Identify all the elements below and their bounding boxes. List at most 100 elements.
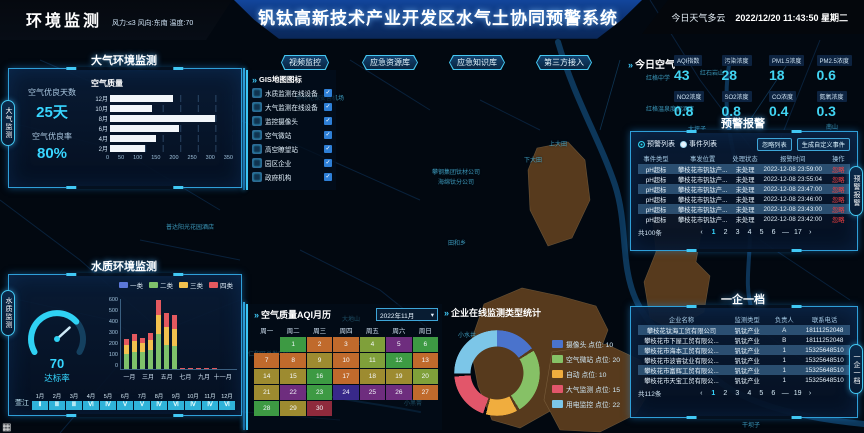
page-number[interactable]: 5 xyxy=(759,228,764,236)
page-number[interactable]: 1 xyxy=(711,228,716,236)
table-cell: 未处理 xyxy=(735,166,755,174)
enterprise-row[interactable]: 攀枝花市波睿钛业有限公... 钒钛产业 1 15325648510 xyxy=(638,355,850,365)
table-cell: 攀枝花市钒钛产... xyxy=(677,166,728,174)
page-number[interactable]: 1 xyxy=(711,389,716,397)
page-next[interactable]: › xyxy=(808,389,812,397)
enterprise-row[interactable]: 攀枝花市下屋工贸有限公... 钒钛产业 B 18111252048 xyxy=(638,335,850,345)
alarm-row[interactable]: pH超标 攀枝花市钒钛产... 未处理 2022-12-08 23:59:00 忽略 xyxy=(638,164,850,174)
page-number[interactable]: 5 xyxy=(759,389,764,397)
alarm-action-button[interactable]: 忽略列表 xyxy=(756,137,792,151)
header-weather-brief: 风力:≤3 风向:东南 温度:70 xyxy=(112,20,194,27)
page-number[interactable]: 17 xyxy=(794,228,802,236)
taskbar-icon[interactable]: ▦ xyxy=(2,422,12,433)
river-level-cell: Ⅲ xyxy=(66,401,82,410)
checkbox-checked-icon[interactable]: ✓ xyxy=(324,89,332,97)
bar-segment xyxy=(172,345,177,369)
gis-layer-item[interactable]: 政府机构 ✓ xyxy=(252,170,332,184)
enterprise-row[interactable]: 攀枝花市天宝工贸有限公... 钒钛产业 1 15325648510 xyxy=(638,375,850,385)
edge-tab-air-monitor[interactable]: 大气监测 xyxy=(1,100,15,146)
table-cell: 攀枝花市波睿钛业有限公... xyxy=(644,357,719,365)
enterprise-row[interactable]: 攀枝花市海本工贸有限公... 钒钛产业 1 15325648510 xyxy=(638,345,850,355)
calendar-day-cell: 19 xyxy=(386,369,412,384)
river-month-col: 11月 Ⅳ xyxy=(202,392,218,410)
today-air-title: » 今日空气 xyxy=(628,60,676,71)
page-number[interactable]: 6 xyxy=(771,389,776,397)
gis-layer-item[interactable]: 高空瞭望站 ✓ xyxy=(252,142,332,156)
map-button-2[interactable]: 应急资源库 xyxy=(362,55,418,70)
bar-segment xyxy=(164,327,169,345)
checkbox-checked-icon[interactable]: ✓ xyxy=(324,173,332,181)
edge-tab-water-monitor[interactable]: 水质监测 xyxy=(1,290,15,336)
alarm-row[interactable]: pH超标 攀枝花市钒钛产... 未处理 2022-12-08 23:43:00 忽略 xyxy=(638,204,850,214)
river-month-label: 1月 xyxy=(35,394,45,400)
alarm-row[interactable]: pH超标 攀枝花市钒钛产... 未处理 2022-12-08 23:46:00 忽略 xyxy=(638,194,850,204)
page-number[interactable]: — xyxy=(782,228,790,236)
edge-tab-alarm[interactable]: 预警报警 xyxy=(849,166,863,216)
donut-legend-item: 用电监控 点位: 22 xyxy=(552,396,620,411)
table-cell: 攀枝花市钒钛产... xyxy=(677,186,728,194)
page-number[interactable]: 19 xyxy=(793,389,802,397)
calendar-day-cell: 29 xyxy=(280,401,306,416)
page-prev[interactable]: ‹ xyxy=(700,228,703,236)
stacked-bar xyxy=(188,368,193,369)
alarm-tab-radio[interactable]: 事件列表 xyxy=(680,139,717,149)
enterprise-row[interactable]: 攀枝花市富辉工贸有限公... 钒钛产业 1 15325648510 xyxy=(638,365,850,375)
checkbox-checked-icon[interactable]: ✓ xyxy=(324,145,332,153)
page-number[interactable]: 4 xyxy=(747,228,752,236)
enterprise-row[interactable]: 攀枝花钛海工贸有限公司 钒钛产业 A 18111252048 xyxy=(638,325,850,335)
alarm-tab-selected[interactable]: 预警列表 xyxy=(638,139,675,149)
page-number[interactable]: 2 xyxy=(723,228,728,236)
bar-segment xyxy=(140,343,145,352)
gis-layer-item[interactable]: 监控摄像头 ✓ xyxy=(252,114,332,128)
alarm-row[interactable]: pH超标 攀枝花市钒钛产... 未处理 2022-12-08 23:47:00 忽略 xyxy=(638,184,850,194)
page-next[interactable]: › xyxy=(809,228,812,236)
weekday-label: 周三 xyxy=(313,328,327,335)
chevrons-icon: » xyxy=(628,60,634,70)
gis-layer-item[interactable]: 空气微站 ✓ xyxy=(252,128,332,142)
table-cell: 攀枝花市下屋工贸有限公... xyxy=(644,337,719,345)
alarm-action-button[interactable]: 生成自定义事件 xyxy=(796,137,850,151)
alarm-row[interactable]: pH超标 攀枝花市钒钛产... 未处理 2022-12-08 23:55:04 忽略 xyxy=(638,174,850,184)
map-button-4[interactable]: 第三方接入 xyxy=(536,55,592,70)
river-level-cell: Ⅵ xyxy=(168,401,184,410)
air-stat-value: 18 xyxy=(769,67,785,83)
alarm-row[interactable]: pH超标 攀枝花市钒钛产... 未处理 2022-12-08 23:42:00 忽略 xyxy=(638,214,850,224)
page-number[interactable]: 6 xyxy=(771,228,776,236)
y-tick: 300 xyxy=(108,330,118,336)
page-prev[interactable]: ‹ xyxy=(700,389,703,397)
river-level-cell: Ⅴ xyxy=(134,401,150,410)
calendar-month-select[interactable]: 2022年11月 ▾ xyxy=(376,308,438,321)
checkbox-checked-icon[interactable]: ✓ xyxy=(324,103,332,111)
gis-layer-item[interactable]: 大气监测在线设备 ✓ xyxy=(252,100,332,114)
stacked-bar xyxy=(132,334,137,369)
checkbox-checked-icon[interactable]: ✓ xyxy=(324,117,332,125)
air-stat-label: PM2.5浓度 xyxy=(816,55,852,66)
page-number[interactable]: 3 xyxy=(735,228,740,236)
page-number[interactable]: 2 xyxy=(723,389,728,397)
gis-layer-item[interactable]: 水质监测在线设备 ✓ xyxy=(252,86,332,100)
bar-segment xyxy=(188,368,193,369)
calendar-day-cell: 13 xyxy=(412,353,438,368)
table-cell: 攀枝花市钒钛产... xyxy=(677,206,728,214)
app-title: 环境监测 xyxy=(26,13,103,30)
weekday-label: 周二 xyxy=(286,328,300,335)
water-legend: 一类 二类 三类 四类 xyxy=(119,280,233,290)
table-cell: 攀枝花市天宝工贸有限公... xyxy=(644,377,719,385)
today-air-panel: » 今日空气 AQI指数 43 污染浓度 28 PM1.5浓度 18 PM2.5浓度 0.6 NO… xyxy=(628,48,860,118)
calendar-empty-cell xyxy=(413,401,438,416)
map-button-1[interactable]: 视频监控 xyxy=(281,55,329,70)
river-month-label: 10月 xyxy=(187,394,199,400)
calendar-weekdays: 周一 周二 周三 周四 周五 周六 周日 xyxy=(254,325,438,335)
gis-layer-item[interactable]: 园区企业 ✓ xyxy=(252,156,332,170)
page-number[interactable]: — xyxy=(781,389,789,397)
page-number[interactable]: 4 xyxy=(747,389,752,397)
edge-tab-enterprise[interactable]: 一企一档 xyxy=(849,344,863,394)
map-button-3[interactable]: 应急知识库 xyxy=(449,55,505,70)
page-number[interactable]: 3 xyxy=(735,389,740,397)
enterprise-panel-title: 一企一档 xyxy=(721,294,765,306)
river-month-col: 4月 Ⅵ xyxy=(83,392,99,410)
checkbox-checked-icon[interactable]: ✓ xyxy=(324,131,332,139)
checkbox-checked-icon[interactable]: ✓ xyxy=(324,159,332,167)
radio-label: 事件列表 xyxy=(689,141,717,148)
